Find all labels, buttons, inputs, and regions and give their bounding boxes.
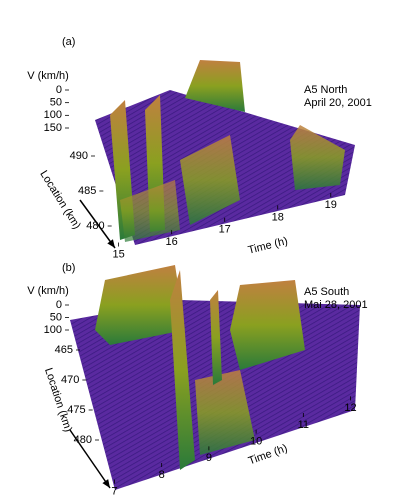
z-tick-label: 0 xyxy=(56,299,62,311)
panel-label: (a) xyxy=(62,36,75,48)
x-axis-label: Time (h) xyxy=(247,235,289,256)
z-tick-label: 50 xyxy=(50,311,62,323)
y-axis-label: Location (km) xyxy=(37,169,82,232)
x-tick-label: 19 xyxy=(325,199,337,211)
chart-subtitle: April 20, 2001 xyxy=(304,97,372,109)
y-tick-label: 490 xyxy=(70,150,88,162)
x-tick-label: 17 xyxy=(219,224,231,236)
y-tick-label: 475 xyxy=(67,404,85,416)
z-tick-label: 50 xyxy=(50,97,62,109)
x-tick-label: 12 xyxy=(344,402,356,414)
z-axis-label: V (km/h) xyxy=(27,70,69,82)
x-tick-label: 10 xyxy=(250,436,262,448)
z-axis-label: V (km/h) xyxy=(27,285,69,297)
chart-title: A5 South xyxy=(304,286,349,298)
y-tick-label: 465 xyxy=(55,344,73,356)
y-tick-label: 480 xyxy=(86,220,104,232)
arrow-head xyxy=(102,479,110,488)
surface-b xyxy=(70,265,360,490)
arrow-head xyxy=(107,239,115,248)
surface-a xyxy=(95,60,355,245)
x-tick-label: 16 xyxy=(166,236,178,248)
z-tick-label: 100 xyxy=(44,109,62,121)
x-tick-label: 7 xyxy=(111,486,117,498)
z-tick-label: 0 xyxy=(56,84,62,96)
chart-subtitle: Mai 28, 2001 xyxy=(304,299,368,311)
x-tick-label: 15 xyxy=(112,248,124,260)
x-tick-label: 8 xyxy=(159,469,165,481)
axis-arrow xyxy=(79,199,116,249)
x-tick-label: 11 xyxy=(298,419,309,431)
axis-arrow xyxy=(69,429,111,489)
z-tick-label: 100 xyxy=(44,324,62,336)
chart-title: A5 North xyxy=(304,84,347,96)
panel-label: (b) xyxy=(62,262,75,274)
x-tick-label: 9 xyxy=(206,452,212,464)
y-tick-label: 485 xyxy=(78,185,96,197)
y-tick-label: 470 xyxy=(61,374,79,386)
x-tick-label: 18 xyxy=(272,211,284,223)
z-tick-label: 150 xyxy=(44,122,62,134)
